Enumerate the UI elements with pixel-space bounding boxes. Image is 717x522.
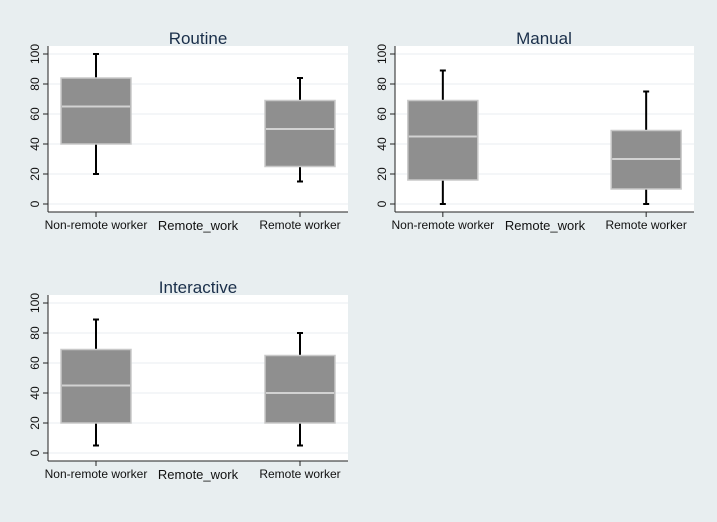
panel-interactive: 0 20 40 60 80 100 Non-remote worker Remote work…	[28, 278, 348, 482]
panel-title: Routine	[169, 29, 228, 48]
box-remote-worker	[264, 77, 336, 183]
box-non-remote-worker	[60, 318, 132, 447]
y-tick-label: 40	[28, 137, 42, 151]
y-tick-label: 80	[375, 77, 389, 91]
x-axis-title: Remote_work	[158, 218, 239, 233]
y-tick-label: 0	[375, 200, 389, 207]
x-tick-label: Remote worker	[259, 467, 340, 481]
box-remote-worker	[264, 332, 336, 447]
y-tick-label: 40	[375, 137, 389, 151]
y-tick-label: 100	[375, 44, 389, 64]
panel-routine: 0 20 40 60 80 100 Non-remote worker Remote work…	[28, 29, 348, 233]
x-tick-label: Non-remote worker	[45, 467, 148, 481]
x-tick-label: Remote worker	[605, 218, 686, 232]
iqr-box	[60, 77, 132, 145]
y-tick-label: 20	[28, 416, 42, 430]
box-non-remote-worker	[60, 53, 132, 175]
box-remote-worker	[610, 90, 682, 205]
y-tick-label: 0	[28, 449, 42, 456]
y-tick-label: 80	[28, 77, 42, 91]
y-tick-label: 20	[28, 167, 42, 181]
y-tick-label: 0	[28, 200, 42, 207]
x-tick-label: Non-remote worker	[45, 218, 148, 232]
y-tick-label: 20	[375, 167, 389, 181]
x-tick-label: Non-remote worker	[391, 218, 494, 232]
y-tick-label: 40	[28, 386, 42, 400]
x-tick-label: Remote worker	[259, 218, 340, 232]
y-tick-label: 60	[375, 107, 389, 121]
iqr-box	[264, 354, 336, 424]
panel-title: Manual	[516, 29, 572, 48]
panel-title: Interactive	[159, 278, 237, 297]
y-tick-label: 60	[28, 356, 42, 370]
iqr-box	[264, 99, 336, 168]
box-non-remote-worker	[407, 69, 479, 205]
iqr-box	[407, 99, 479, 181]
y-tick-label: 80	[28, 326, 42, 340]
panel-manual: 0 20 40 60 80 100 Non-remote worker Remote work…	[375, 29, 694, 233]
y-tick-label: 60	[28, 107, 42, 121]
y-tick-label: 100	[28, 44, 42, 64]
x-axis-title: Remote_work	[505, 218, 586, 233]
y-tick-label: 100	[28, 293, 42, 313]
x-axis-title: Remote_work	[158, 467, 239, 482]
